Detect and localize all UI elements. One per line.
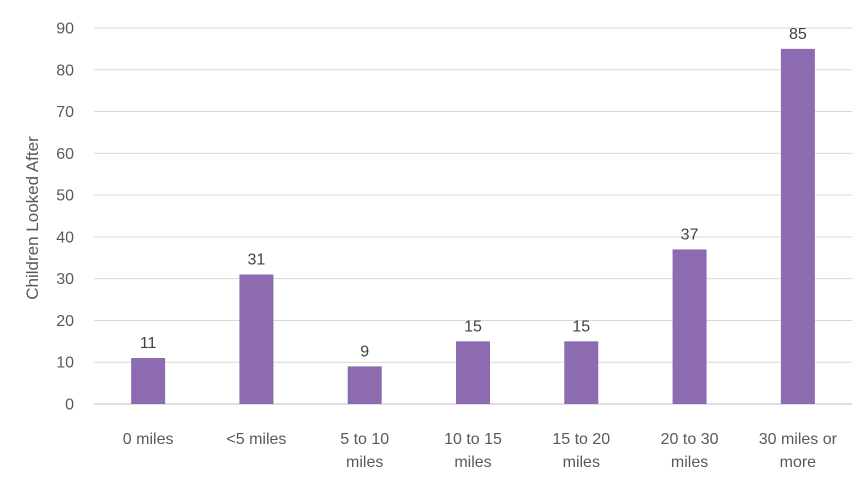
y-tick-label: 40 xyxy=(56,229,74,246)
bar xyxy=(347,366,382,404)
gridlines xyxy=(94,27,852,405)
x-category-label: <5 miles xyxy=(226,431,286,448)
y-tick-label: 80 xyxy=(56,62,74,79)
y-tick-label: 60 xyxy=(56,146,74,163)
bar xyxy=(131,358,166,404)
bar-value-label: 37 xyxy=(681,226,699,243)
y-tick-label: 0 xyxy=(65,397,74,414)
bar xyxy=(239,274,274,404)
x-category-label: 15 to 20 miles xyxy=(552,431,610,471)
y-tick-label: 30 xyxy=(56,271,74,288)
bar xyxy=(456,341,490,404)
x-axis-categories: 0 miles <5 miles 5 to 10 miles 10 to 15 miles… xyxy=(123,431,838,471)
x-category-label: 0 miles xyxy=(123,431,174,448)
x-category-label: 30 miles or more xyxy=(759,431,838,471)
bar-value-label: 31 xyxy=(248,251,266,268)
y-tick-label: 20 xyxy=(56,313,74,330)
bar-value-label: 9 xyxy=(360,343,369,360)
x-category-label: 20 to 30 miles xyxy=(661,431,719,471)
bar xyxy=(672,249,707,404)
y-tick-label: 50 xyxy=(56,188,74,205)
bars xyxy=(131,48,815,405)
bar-value-label: 15 xyxy=(464,318,482,335)
y-axis-ticks: 0 10 20 30 40 50 60 70 80 90 xyxy=(56,21,74,414)
bar-value-label: 11 xyxy=(140,335,157,352)
y-tick-label: 10 xyxy=(56,355,74,372)
bar xyxy=(564,341,599,404)
y-axis-title: Children Looked After xyxy=(23,136,42,300)
y-tick-label: 90 xyxy=(56,21,74,38)
data-labels: 11 31 9 15 15 37 85 xyxy=(140,26,807,361)
y-tick-label: 70 xyxy=(56,104,74,121)
x-category-label: 10 to 15 miles xyxy=(444,431,502,471)
bar-value-label: 15 xyxy=(572,318,590,335)
bar xyxy=(780,48,815,405)
x-category-label: 5 to 10 miles xyxy=(340,431,389,471)
bar-value-label: 85 xyxy=(789,26,807,43)
